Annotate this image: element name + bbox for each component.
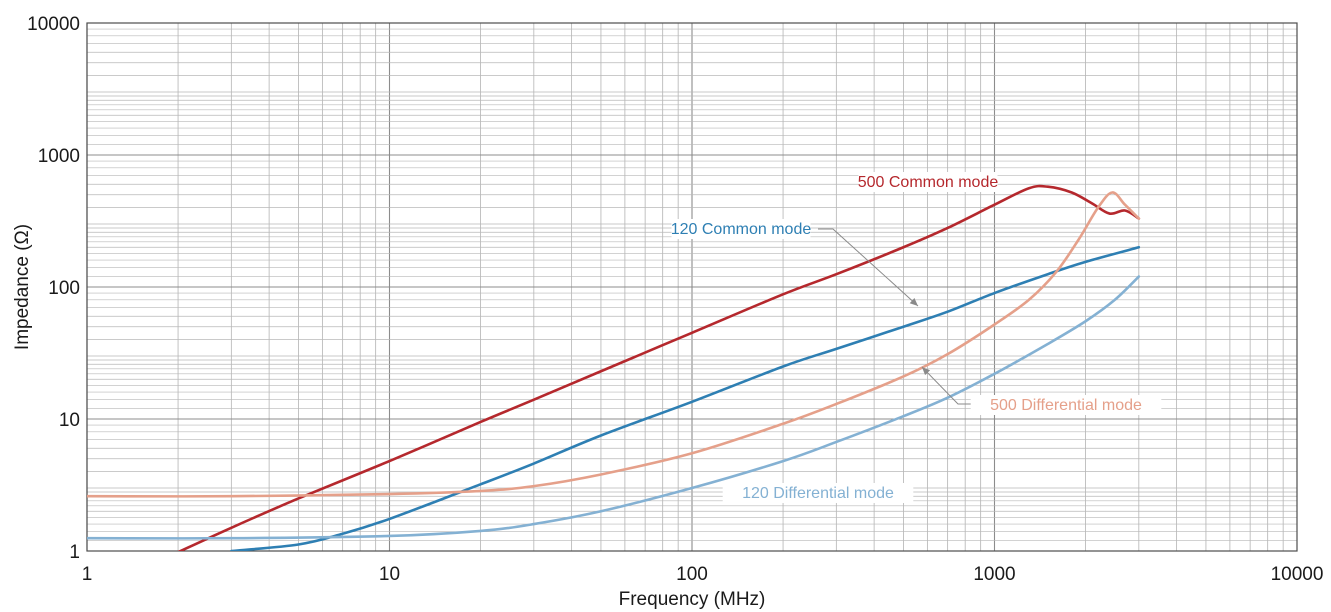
tick-labels: 1 10 100 1000 10000 1 10 100 1000 10000: [27, 14, 1323, 585]
annotation-background: [970, 395, 1162, 415]
x-axis-title: Frequency (MHz): [619, 589, 766, 610]
annotation-arrowhead: [909, 298, 918, 306]
annotation-background: [722, 483, 914, 503]
plot-frame: [86, 22, 1298, 552]
series-annotation: 120 Common mode: [671, 221, 812, 238]
y-tick-label: 10000: [27, 14, 80, 35]
series-line-500-common-mode: [177, 184, 1141, 551]
annotation-arrowhead: [922, 367, 931, 376]
series-lines: [87, 184, 1141, 551]
series-line-120-differential-mode: [87, 275, 1141, 540]
x-tick-label: 1000: [973, 564, 1015, 585]
series-annotation: 500 Differential mode: [990, 397, 1142, 414]
annotation-leader: [921, 366, 971, 405]
annotation-leader: [818, 228, 919, 307]
series-annotation: 120 Differential mode: [742, 485, 894, 502]
series-annotations: 500 Common mode 120 Common mode 500 Differ…: [671, 172, 1162, 503]
series-line-120-common-mode: [230, 245, 1141, 551]
series-annotation: 500 Common mode: [858, 174, 999, 191]
series-line-500-differential-mode: [87, 191, 1141, 498]
y-tick-label: 1000: [38, 146, 80, 167]
y-tick-label: 1: [69, 542, 80, 563]
annotation-background: [858, 172, 998, 192]
x-tick-label: 10: [379, 564, 400, 585]
x-tick-label: 100: [676, 564, 708, 585]
y-tick-label: 100: [48, 278, 80, 299]
x-tick-label: 1: [82, 564, 93, 585]
y-axis-title: Impedance (Ω): [12, 224, 33, 350]
y-tick-label: 10: [59, 410, 80, 431]
annotation-background: [671, 219, 811, 239]
x-tick-label: 10000: [1271, 564, 1324, 585]
